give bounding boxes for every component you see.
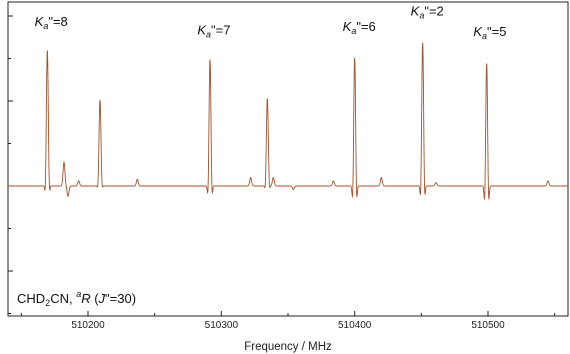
peak-label-value: "=5 — [487, 24, 506, 39]
x-ticks: 510200 510300 510400 510500 — [20, 311, 556, 331]
peak-label-symbol: K — [197, 22, 207, 37]
peak-label-value: "=2 — [424, 4, 443, 19]
peak-label-value: "=8 — [48, 14, 67, 29]
spectrum-line — [8, 42, 568, 201]
peak-label-symbol: K — [343, 19, 353, 34]
y-ticks — [8, 15, 13, 314]
peak-label-symbol: K — [473, 24, 483, 39]
x-tick-label: 510300 — [205, 320, 239, 331]
peak-label-symbol: K — [411, 4, 421, 19]
peak-label-subscript: a — [419, 11, 424, 21]
peak-label-subscript: a — [482, 31, 487, 41]
peak-label: Ka"=7 — [197, 22, 230, 39]
peak-label-value: "=7 — [211, 22, 230, 37]
peak-label-subscript: a — [206, 29, 211, 39]
x-axis-title: Frequency / MHz — [244, 341, 332, 353]
x-tick-label: 510200 — [71, 320, 105, 331]
x-tick-label: 510400 — [338, 320, 372, 331]
peak-label: Ka"=2 — [411, 4, 444, 21]
peak-label: Ka"=6 — [343, 19, 376, 36]
peak-label: Ka"=8 — [35, 14, 68, 31]
peak-label: Ka"=5 — [473, 24, 506, 41]
peak-labels: Ka"=8Ka"=7 Ka"=6Ka"=2Ka"=5 — [35, 4, 507, 41]
peak-label-value: "=6 — [356, 19, 375, 34]
peak-label-subscript: a — [43, 21, 48, 31]
x-tick-label: 510500 — [471, 320, 505, 331]
plot-frame — [7, 1, 569, 317]
molecule-annotation: CHD2CN, aR (J"=30) — [17, 289, 136, 308]
peak-label-subscript: a — [351, 26, 356, 36]
peak-label-symbol: K — [35, 14, 45, 29]
